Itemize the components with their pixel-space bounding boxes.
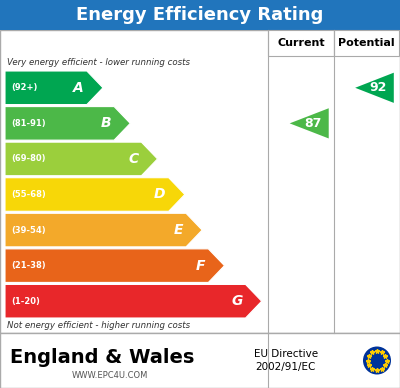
Polygon shape (5, 213, 202, 247)
Text: EU Directive: EU Directive (254, 349, 318, 359)
Bar (0, 30, 400, 333)
Text: (92+): (92+) (11, 83, 37, 92)
Bar (0, 333, 400, 388)
Text: WWW.EPC4U.COM: WWW.EPC4U.COM (72, 371, 148, 380)
Text: G: G (231, 294, 242, 308)
Text: A: A (73, 81, 84, 95)
Bar (334, 30, 399, 56)
Text: 2002/91/EC: 2002/91/EC (256, 362, 316, 372)
Polygon shape (5, 142, 158, 176)
Text: F: F (196, 259, 205, 273)
Text: Not energy efficient - higher running costs: Not energy efficient - higher running co… (7, 321, 190, 330)
Text: England & Wales: England & Wales (10, 348, 194, 367)
Text: (39-54): (39-54) (11, 225, 46, 235)
Polygon shape (5, 71, 103, 105)
Text: D: D (154, 187, 166, 201)
Text: 92: 92 (369, 81, 386, 94)
Text: B: B (100, 116, 111, 130)
Text: (55-68): (55-68) (11, 190, 46, 199)
Text: (21-38): (21-38) (11, 261, 46, 270)
Text: E: E (174, 223, 183, 237)
Bar (268, 30, 334, 56)
Polygon shape (290, 108, 329, 139)
Text: Potential: Potential (338, 38, 395, 48)
Text: (69-80): (69-80) (11, 154, 46, 163)
Text: 87: 87 (304, 117, 321, 130)
Text: (81-91): (81-91) (11, 119, 46, 128)
Text: Energy Efficiency Rating: Energy Efficiency Rating (76, 6, 324, 24)
Polygon shape (5, 284, 262, 318)
Text: (1-20): (1-20) (11, 297, 40, 306)
Polygon shape (5, 178, 185, 211)
Polygon shape (355, 73, 394, 103)
Circle shape (363, 346, 391, 374)
Text: Current: Current (277, 38, 325, 48)
Text: C: C (128, 152, 138, 166)
Polygon shape (5, 249, 224, 282)
Text: Very energy efficient - lower running costs: Very energy efficient - lower running co… (7, 58, 190, 67)
Polygon shape (5, 107, 130, 140)
Bar (0, 0, 400, 30)
